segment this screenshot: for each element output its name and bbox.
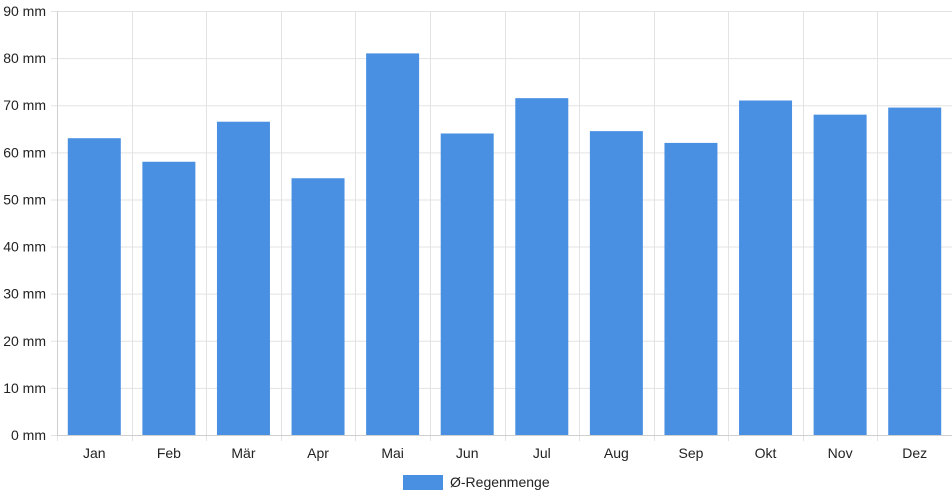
x-tick-label: Dez bbox=[902, 445, 927, 461]
y-tick-label: 60 mm bbox=[3, 144, 46, 160]
x-tick-label: Nov bbox=[828, 445, 853, 461]
bar-mai[interactable] bbox=[366, 53, 420, 436]
x-tick-label: Apr bbox=[307, 445, 329, 461]
x-tick-label: Mai bbox=[381, 445, 404, 461]
y-tick-label: 10 mm bbox=[3, 380, 46, 396]
x-tick-label: Sep bbox=[678, 445, 703, 461]
x-tick-label: Jul bbox=[533, 445, 551, 461]
x-tick-label: Jan bbox=[83, 445, 106, 461]
bar-jun[interactable] bbox=[440, 133, 494, 435]
bars bbox=[67, 53, 942, 436]
bar-mär[interactable] bbox=[216, 121, 270, 435]
y-tick-label: 90 mm bbox=[3, 3, 46, 19]
y-tick-label: 30 mm bbox=[3, 286, 46, 302]
y-tick-label: 80 mm bbox=[3, 50, 46, 66]
y-tick-label: 0 mm bbox=[11, 427, 46, 443]
y-tick-label: 20 mm bbox=[3, 333, 46, 349]
legend-label[interactable]: Ø-Regenmenge bbox=[450, 474, 550, 490]
bar-apr[interactable] bbox=[291, 178, 345, 435]
bar-nov[interactable] bbox=[813, 114, 867, 436]
axes: 0 mm 10 mm 20 mm 30 mm 40 mm 50 mm 60 mm 70 mm 8… bbox=[3, 3, 952, 461]
legend-swatch[interactable] bbox=[403, 475, 443, 490]
bar-okt[interactable] bbox=[739, 100, 793, 435]
bar-jan[interactable] bbox=[67, 138, 121, 435]
bar-aug[interactable] bbox=[589, 131, 643, 435]
bar-sep[interactable] bbox=[664, 142, 718, 435]
x-tick-label: Feb bbox=[157, 445, 181, 461]
bar-dez[interactable] bbox=[888, 107, 942, 436]
x-tick-label: Okt bbox=[755, 445, 777, 461]
x-tick-label: Mär bbox=[231, 445, 255, 461]
x-tick-label: Aug bbox=[604, 445, 629, 461]
y-tick-label: 70 mm bbox=[3, 97, 46, 113]
y-tick-label: 50 mm bbox=[3, 191, 46, 207]
y-tick-label: 40 mm bbox=[3, 239, 46, 255]
bar-feb[interactable] bbox=[142, 161, 196, 435]
bar-jul[interactable] bbox=[515, 98, 569, 436]
x-tick-label: Jun bbox=[456, 445, 479, 461]
legend[interactable]: Ø-Regenmenge bbox=[403, 474, 550, 490]
